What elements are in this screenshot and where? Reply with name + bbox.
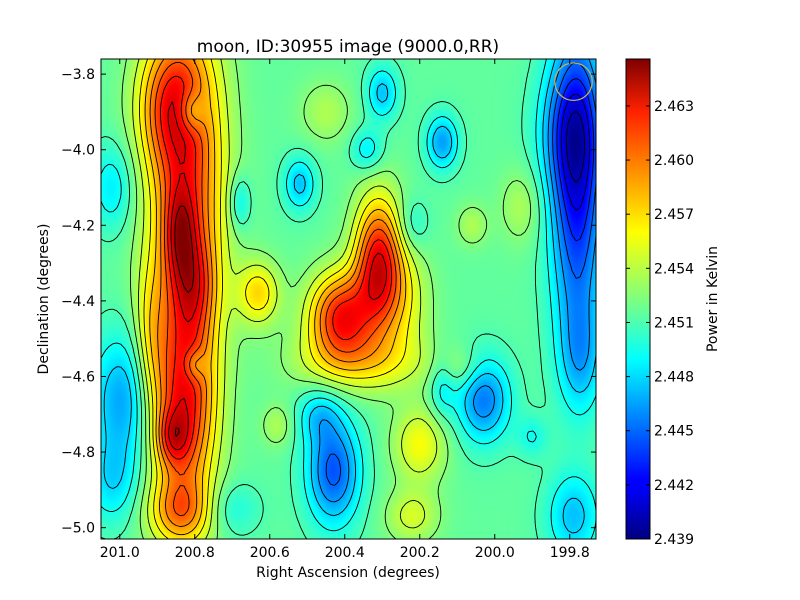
colorbar-tick-label: 2.442 — [654, 478, 694, 494]
beam-marker — [554, 62, 593, 102]
chart-title: moon, ID:30955 image (9000.0,RR) — [197, 37, 499, 57]
x-tick-label: 200.8 — [175, 545, 215, 561]
y-axis: −3.8 −4.0 −4.2 −4.4 −4.6 −4.8 −5.0 — [61, 67, 596, 537]
colorbar-tick-label: 2.454 — [654, 261, 694, 277]
y-tick-label: −4.8 — [61, 445, 95, 461]
x-tick-label: 200.6 — [250, 545, 290, 561]
contour-path — [101, 59, 596, 539]
colorbar-tick-label: 2.451 — [654, 315, 694, 331]
colorbar-axis: 2.442 2.445 2.448 2.451 2.454 2.457 2.460 2.463… — [626, 99, 694, 548]
x-tick-label: 200.0 — [475, 545, 515, 561]
x-tick-label: 201.0 — [100, 545, 140, 561]
colorbar-label: Power in Kelvin — [705, 246, 721, 352]
colorbar — [625, 58, 651, 540]
x-axis: 201.0 200.8 200.6 200.4 200.2 200.0 199.8 — [100, 59, 590, 561]
y-tick-label: −3.8 — [61, 67, 95, 83]
y-tick-label: −4.0 — [61, 143, 95, 159]
colorbar-tick-label: 2.448 — [654, 370, 694, 386]
colorbar-tick-label: 2.463 — [654, 99, 694, 115]
colorbar-tick-label: 2.457 — [654, 207, 694, 223]
colorbar-min-label: 2.439 — [654, 532, 694, 548]
y-tick-label: −4.2 — [61, 218, 95, 234]
colorbar-tick-label: 2.445 — [654, 424, 694, 440]
x-tick-label: 199.8 — [550, 545, 590, 561]
y-tick-label: −5.0 — [61, 521, 95, 537]
colorbar-tick-label: 2.460 — [654, 153, 694, 169]
x-tick-label: 200.4 — [325, 545, 365, 561]
y-axis-label: Declination (degrees) — [36, 224, 52, 375]
y-tick-label: −4.6 — [61, 369, 95, 385]
x-tick-label: 200.2 — [400, 545, 440, 561]
plot-frame — [100, 58, 597, 540]
x-axis-label: Right Ascension (degrees) — [256, 565, 440, 581]
y-tick-label: −4.4 — [61, 294, 95, 310]
contour-lines — [101, 59, 596, 539]
